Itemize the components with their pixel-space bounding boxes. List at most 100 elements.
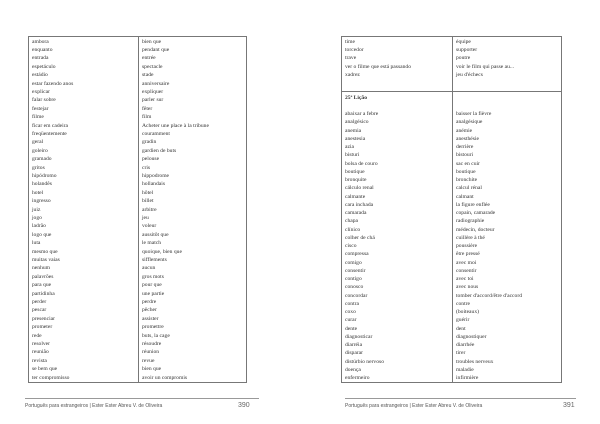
- french-term: aucun: [142, 265, 156, 272]
- table-row: cálculo renal calcul rénal: [342, 184, 561, 192]
- portuguese-term: partidinha: [32, 290, 55, 297]
- french-term: tomber d'accord/être d'accord: [456, 292, 522, 299]
- french-term: équipe: [456, 38, 471, 45]
- table-row: reunião réunion: [29, 348, 246, 356]
- french-term: perdre: [142, 298, 157, 305]
- french-term: boutique: [456, 168, 476, 175]
- french-term: hôtel: [142, 189, 154, 196]
- table-row: gritos cris: [29, 164, 246, 172]
- french-term: supporter: [456, 46, 478, 53]
- table-row: dente dent: [342, 325, 561, 333]
- portuguese-term: colher de chá: [345, 234, 375, 241]
- table-row: para que pour que: [29, 281, 246, 289]
- french-term: hollandais: [142, 181, 165, 188]
- french-term: infirmière: [456, 375, 479, 381]
- portuguese-term: bolsa de couro: [345, 160, 378, 167]
- portuguese-term: time: [345, 38, 355, 45]
- portuguese-term: logo que: [32, 231, 52, 238]
- table-row: calmante calmant: [342, 193, 561, 201]
- french-term: quoique, bien que: [142, 248, 182, 255]
- portuguese-term: luta: [32, 240, 41, 247]
- french-term: résoudre: [142, 340, 162, 347]
- french-term: avoir un compromis: [142, 374, 188, 381]
- french-term: arbitre: [142, 206, 157, 213]
- french-term: copain, camarade: [456, 210, 496, 216]
- french-term: Acheter une place à la tribune: [142, 122, 209, 129]
- portuguese-term: gritos: [32, 164, 45, 171]
- portuguese-term: festejar: [32, 105, 49, 112]
- french-term: avec moi: [456, 259, 477, 266]
- table-row: estar fazendo anos anniversaire: [29, 80, 246, 88]
- row-divider: [342, 91, 561, 92]
- table-row: contra contre: [342, 300, 561, 308]
- french-term: spectacle: [142, 63, 163, 70]
- french-term: pelouse: [142, 156, 160, 163]
- table-row: azia derrière: [342, 143, 561, 151]
- portuguese-term: explicar: [32, 88, 51, 95]
- table-row: colher de chá cuillère à thé: [342, 234, 561, 242]
- table-row: goleiro gardien de buts: [29, 147, 246, 155]
- table-row: ingresso billet: [29, 197, 246, 205]
- french-term: guérir: [456, 317, 470, 324]
- portuguese-term: mesmo que: [32, 248, 58, 255]
- portuguese-term: cálculo renal: [345, 185, 374, 192]
- table-row: torcedor supporter: [342, 46, 561, 54]
- portuguese-term: consentir: [345, 267, 366, 274]
- portuguese-term: espetáculo: [32, 63, 56, 70]
- table-row: palavrões gros mots: [29, 273, 246, 281]
- portuguese-term: enquanto: [32, 46, 53, 53]
- table-row: mesmo que quoique, bien que: [29, 248, 246, 256]
- french-term: buts, la cage: [142, 332, 170, 339]
- french-term: cris: [142, 164, 151, 171]
- french-term: calmant: [456, 193, 474, 200]
- column-divider: [138, 37, 139, 382]
- table-row: chapa radiographie: [342, 217, 561, 225]
- table-row: partidinha une partie: [29, 290, 246, 298]
- table-row: nenhum aucun: [29, 264, 246, 272]
- vocabulary-table-right: time équipe torcedor supporter trave poutre ve…: [341, 36, 562, 383]
- table-row: camarada copain, camarade: [342, 209, 561, 217]
- french-term: gros mots: [142, 273, 164, 280]
- table-row: logo que aussitôt que: [29, 231, 246, 239]
- french-term: avec nous: [456, 284, 479, 291]
- french-term: baisser la fièvre: [456, 111, 492, 117]
- table-row: time équipe: [342, 38, 561, 46]
- french-term: poussière: [456, 243, 478, 249]
- table-row: anestesia anesthésie: [342, 135, 561, 143]
- vocabulary-table-left: ambora bien que enquanto pendant que entrada…: [28, 36, 247, 383]
- french-term: entrée: [142, 55, 156, 62]
- french-term: gradin: [142, 139, 157, 146]
- portuguese-term: doença: [345, 366, 361, 373]
- french-term: film: [142, 114, 152, 121]
- portuguese-term: jogo: [32, 214, 42, 221]
- portuguese-term: presenciar: [32, 315, 55, 322]
- footer-rule: [25, 398, 259, 399]
- portuguese-term: palavrões: [32, 273, 54, 280]
- portuguese-term: ingresso: [32, 198, 51, 205]
- portuguese-term: compressa: [345, 251, 369, 258]
- page-number: 391: [563, 402, 575, 409]
- portuguese-term: diarréia: [345, 342, 363, 348]
- portuguese-term: enfermeiro: [345, 375, 370, 381]
- portuguese-term: anestesia: [345, 135, 366, 142]
- french-term: une partie: [142, 290, 165, 297]
- portuguese-term: muitas vaias: [32, 256, 60, 263]
- table-row: enfermeiro infirmière: [342, 374, 561, 382]
- table-row: falar sobre parler sur: [29, 96, 246, 104]
- portuguese-term: contra: [345, 300, 359, 307]
- french-term: couramment: [142, 130, 170, 137]
- page-number: 390: [238, 402, 250, 409]
- portuguese-term: hotel: [32, 189, 44, 196]
- table-row: ver o filme que está passando voir le fil…: [342, 63, 561, 71]
- portuguese-term: estádio: [32, 72, 48, 79]
- table-row: se bem que bien que: [29, 365, 246, 373]
- table-row: cara inchada la figure enflée: [342, 201, 561, 209]
- portuguese-term: ladrão: [32, 223, 46, 230]
- table-row: bolsa de couro sac en cuir: [342, 160, 561, 168]
- table-row: diarréia diarrhée: [342, 341, 561, 349]
- french-term: anniversaire: [142, 80, 170, 87]
- french-term: tirer: [456, 350, 466, 357]
- table-row: holandês hollandais: [29, 180, 246, 188]
- french-term: contre: [456, 300, 470, 307]
- french-term: sifflements: [142, 256, 167, 263]
